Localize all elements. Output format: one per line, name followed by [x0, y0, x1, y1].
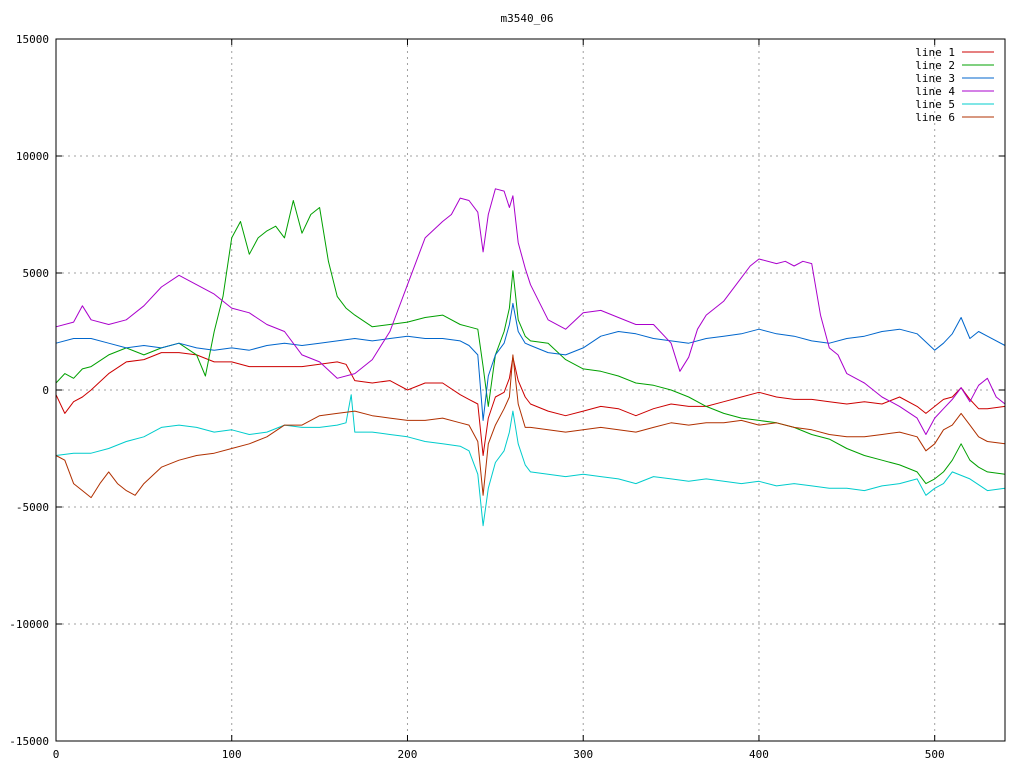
series-line-4 [55, 188, 1006, 435]
legend-label: line 5 [915, 98, 955, 111]
legend-label: line 1 [915, 46, 955, 59]
y-tick-label: 0 [42, 384, 49, 397]
series-line-1 [55, 352, 1006, 456]
x-tick-label: 500 [925, 748, 945, 761]
x-tick-label: 400 [749, 748, 769, 761]
legend-label: line 4 [915, 85, 955, 98]
grid-layer [56, 39, 1005, 741]
series-line-3 [55, 302, 1006, 421]
legend-label: line 3 [915, 72, 955, 85]
series-line-6 [55, 354, 1006, 499]
chart-title: m3540_06 [501, 12, 554, 25]
x-tick-label: 300 [573, 748, 593, 761]
y-tick-label: -5000 [16, 501, 49, 514]
plot-frame [55, 38, 1006, 742]
y-tick-label: -10000 [9, 618, 49, 631]
series-line-5 [55, 394, 1006, 527]
y-tick-label: 5000 [23, 267, 50, 280]
y-tick-label: -15000 [9, 735, 49, 748]
series-layer [55, 188, 1006, 527]
x-tick-label: 200 [398, 748, 418, 761]
y-tick-label: 10000 [16, 150, 49, 163]
x-tick-label: 0 [53, 748, 60, 761]
y-tick-label: 15000 [16, 33, 49, 46]
x-tick-label: 100 [222, 748, 242, 761]
series-line-2 [55, 200, 1006, 485]
tick-layer: -15000 -10000 -5000 0 5000 10000 15000 0 100 200 3… [9, 33, 1005, 761]
legend-label: line 6 [915, 111, 955, 124]
legend-label: line 2 [915, 59, 955, 72]
